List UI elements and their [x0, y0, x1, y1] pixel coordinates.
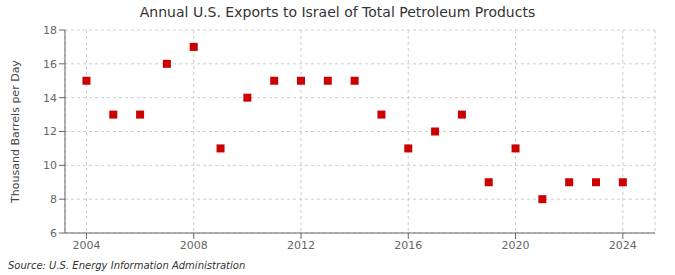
svg-text:14: 14	[43, 92, 57, 105]
svg-text:10: 10	[43, 159, 57, 172]
svg-text:2024: 2024	[609, 239, 637, 252]
html-text:Annual U.S. Exports to Israel: Annual U.S. Exports to Israel of Total P…	[139, 4, 536, 20]
svg-text:2016: 2016	[394, 239, 422, 252]
svg-text:2012: 2012	[287, 239, 315, 252]
html-text:Source: U.S. Energy Informatio: Source: U.S. Energy Information Administ…	[8, 260, 246, 271]
svg-text:18: 18	[43, 24, 57, 37]
svg-text:2020: 2020	[502, 239, 530, 252]
svg-text:6: 6	[50, 227, 57, 240]
svg-text:16: 16	[43, 58, 57, 71]
svg-text:2008: 2008	[180, 239, 208, 252]
svg-text:2004: 2004	[72, 239, 100, 252]
svg-text:12: 12	[43, 125, 57, 138]
svg-text:Thousand Barrels per Day: Thousand Barrels per Day	[9, 60, 22, 204]
svg-text:8: 8	[50, 193, 57, 206]
